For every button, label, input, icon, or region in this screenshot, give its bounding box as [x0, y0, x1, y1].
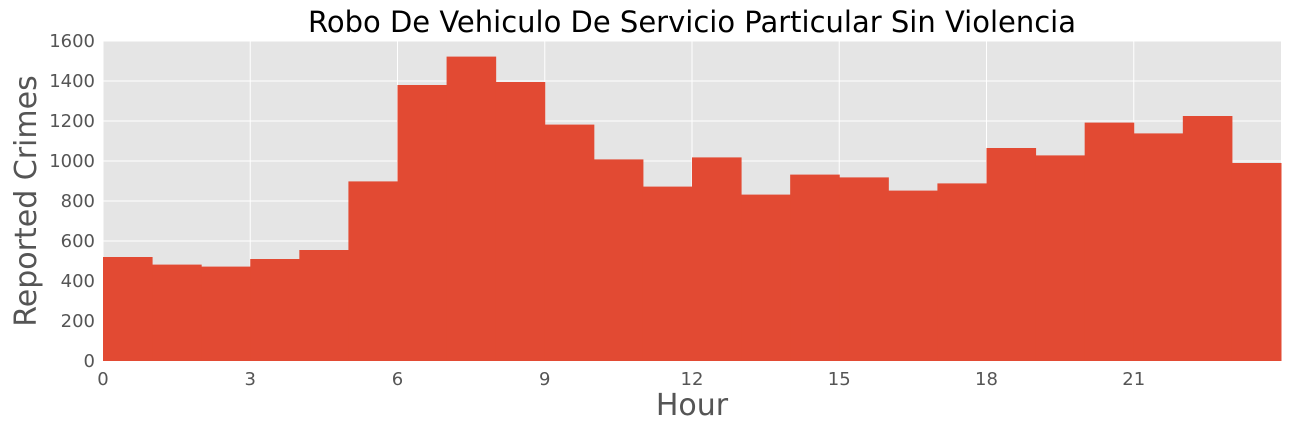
bar-hour-6	[397, 85, 448, 361]
y-tick-label: 200	[61, 311, 95, 332]
x-tick-label: 18	[975, 369, 998, 390]
bar-hour-19	[1035, 155, 1086, 361]
x-axis-title: Hour	[656, 388, 729, 423]
y-tick-label: 1000	[49, 151, 95, 172]
bar-hour-13	[741, 194, 791, 361]
bar-hour-22	[1182, 116, 1233, 361]
bar-hour-10	[593, 159, 644, 361]
y-tick-label: 400	[61, 271, 95, 292]
y-tick-label: 1400	[49, 71, 95, 92]
y-tick-label: 600	[61, 231, 95, 252]
bar-hour-7	[446, 56, 497, 361]
bar-hour-17	[937, 183, 987, 361]
bar-hour-16	[888, 190, 938, 361]
bar-hour-12	[692, 157, 742, 361]
bar-hour-9	[544, 124, 595, 361]
bar-hour-15	[839, 177, 889, 361]
bar-hour-5	[348, 181, 398, 361]
x-tick-label: 15	[828, 369, 851, 390]
y-tick-label: 1200	[49, 111, 95, 132]
bars	[103, 56, 1282, 361]
bar-hour-2	[201, 266, 251, 361]
x-tick-label: 21	[1122, 369, 1145, 390]
y-tick-label: 800	[61, 191, 95, 212]
bar-hour-14	[790, 174, 840, 361]
y-tick-label: 1600	[49, 31, 95, 52]
x-tick-label: 0	[97, 369, 108, 390]
x-tick-label: 3	[245, 369, 256, 390]
chart-title: Robo De Vehiculo De Servicio Particular …	[308, 5, 1076, 39]
x-tick-label: 12	[681, 369, 704, 390]
x-tick-labels: 0 3 6 9 12 15 18 21	[97, 369, 1145, 390]
x-tick-label: 6	[392, 369, 403, 390]
y-tick-label: 0	[84, 351, 95, 372]
bar-hour-3	[250, 259, 300, 361]
x-tick-label: 9	[539, 369, 550, 390]
y-tick-labels: 0 200 400 600 800 1000 1200 1400 1600	[49, 31, 95, 372]
bar-hour-4	[299, 250, 349, 361]
bar-hour-11	[642, 186, 693, 361]
y-axis-title: Reported Crimes	[9, 75, 44, 326]
bar-hour-0	[103, 257, 153, 361]
bar-hour-18	[986, 148, 1037, 361]
bar-hour-20	[1084, 122, 1135, 361]
bar-hour-23	[1231, 163, 1282, 361]
bar-hour-21	[1133, 133, 1184, 361]
bar-hour-1	[152, 264, 202, 361]
bar-hour-8	[495, 82, 546, 361]
